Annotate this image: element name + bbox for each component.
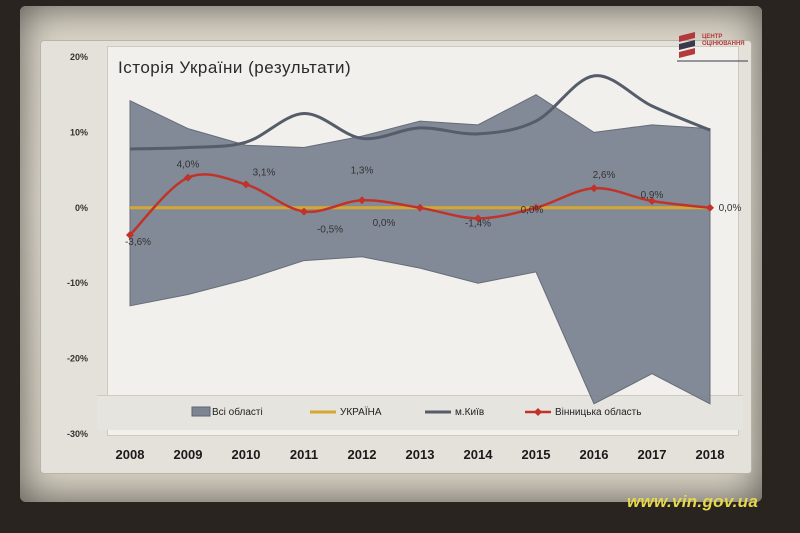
x-tick-label: 2018 xyxy=(696,447,725,462)
x-tick-label: 2014 xyxy=(464,447,494,462)
logo-line-1: ЦЕНТР xyxy=(702,34,723,40)
series-area-all-regions xyxy=(129,94,711,405)
data-label: -3,6% xyxy=(125,237,151,248)
chart-title: Історія України (результати) xyxy=(118,58,352,77)
vinnytsia-marker xyxy=(358,196,366,205)
data-label: 0,9% xyxy=(641,190,664,201)
x-tick-label: 2016 xyxy=(580,447,609,462)
y-tick-label: 10% xyxy=(70,127,88,137)
x-tick-label: 2017 xyxy=(638,447,667,462)
logo-line-2: ОЦІНЮВАННЯ xyxy=(702,41,745,47)
vinnytsia-marker xyxy=(416,203,424,212)
vinnytsia-marker xyxy=(184,173,192,182)
x-tick-label: 2011 xyxy=(290,447,318,462)
vinnytsia-marker xyxy=(242,180,250,189)
logo-text: ЦЕНТР ОЦІНЮВАННЯ xyxy=(702,34,750,48)
series-line-kyiv xyxy=(129,74,711,151)
y-tick-label: -10% xyxy=(67,278,88,288)
x-tick-label: 2015 xyxy=(522,447,551,462)
data-label: 4,0% xyxy=(177,160,200,171)
x-tick-label: 2010 xyxy=(232,447,261,462)
legend-label: УКРАЇНА xyxy=(340,406,382,418)
data-label: -0,5% xyxy=(317,225,343,236)
y-tick-label: 0% xyxy=(75,203,88,213)
data-label: 0,0% xyxy=(719,203,742,214)
vinnytsia-marker xyxy=(706,203,714,212)
x-tick-label: 2012 xyxy=(348,447,377,462)
ucequality-logo-icon xyxy=(677,32,748,62)
x-tick-label: 2013 xyxy=(406,447,435,462)
vinnytsia-marker xyxy=(590,184,598,193)
legend-swatch-all-regions xyxy=(191,406,211,417)
x-tick-label: 2008 xyxy=(116,447,145,462)
series-line-vinnytsia xyxy=(129,173,711,236)
data-label: 0,0% xyxy=(373,218,396,229)
vinnytsia-marker xyxy=(300,207,308,216)
vinnytsia-marker xyxy=(126,230,134,239)
legend-label: Всі області xyxy=(212,406,263,418)
legend-label: м.Київ xyxy=(455,407,484,418)
y-tick-label: -30% xyxy=(67,429,88,439)
data-label: 0,0% xyxy=(521,205,544,216)
vinnytsia-marker xyxy=(532,203,540,212)
y-tick-label: 20% xyxy=(70,52,88,62)
data-label: 1,3% xyxy=(351,165,374,176)
data-label: 2,6% xyxy=(593,170,616,181)
x-tick-label: 2009 xyxy=(174,447,203,462)
y-tick-label: -20% xyxy=(67,354,88,364)
data-label: -1,4% xyxy=(465,218,491,229)
data-label: 3,1% xyxy=(253,167,276,178)
watermark-url: www.vin.gov.ua xyxy=(627,492,759,511)
legend-marker-vinnytsia xyxy=(534,408,542,416)
vinnytsia-marker xyxy=(474,214,482,223)
vinnytsia-marker xyxy=(648,197,656,206)
legend-label: Вінницька область xyxy=(555,406,641,418)
